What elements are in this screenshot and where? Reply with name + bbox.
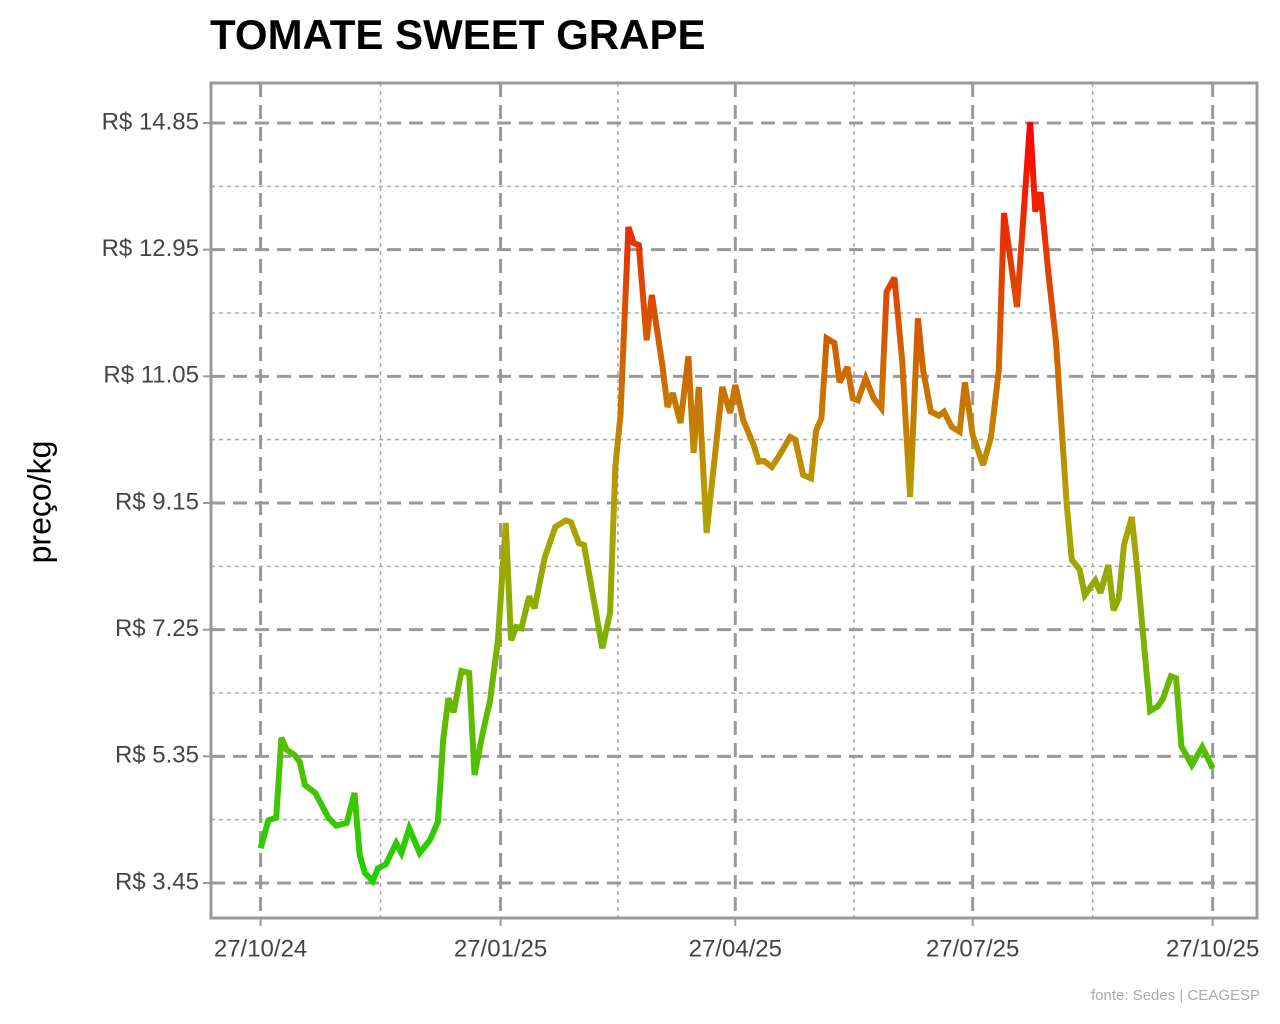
x-tick-label: 27/07/25 xyxy=(926,935,1019,962)
y-tick-label: R$ 5.35 xyxy=(115,742,199,769)
source: fonte: Sedes | CEAGESP xyxy=(1091,987,1260,1004)
x-tick-label: 27/10/25 xyxy=(1166,935,1259,962)
x-tick-label: 27/04/25 xyxy=(689,935,782,962)
y-tick-label: R$ 3.45 xyxy=(115,868,199,895)
y-axis-label: preço/kg xyxy=(21,441,57,564)
x-tick-label: 27/01/25 xyxy=(454,935,547,962)
plot-frame xyxy=(209,81,1259,920)
y-tick-label: R$ 12.95 xyxy=(102,235,199,262)
y-tick-label: R$ 11.05 xyxy=(103,362,199,389)
chart-title: TOMATE SWEET GRAPE xyxy=(210,11,705,58)
y-tick-label: R$ 14.85 xyxy=(102,108,199,135)
price-line xyxy=(257,122,1216,887)
x-tick-label: 27/10/24 xyxy=(214,935,307,962)
y-tick-label: R$ 9.15 xyxy=(115,488,199,515)
y-tick-label: R$ 7.25 xyxy=(115,615,199,642)
